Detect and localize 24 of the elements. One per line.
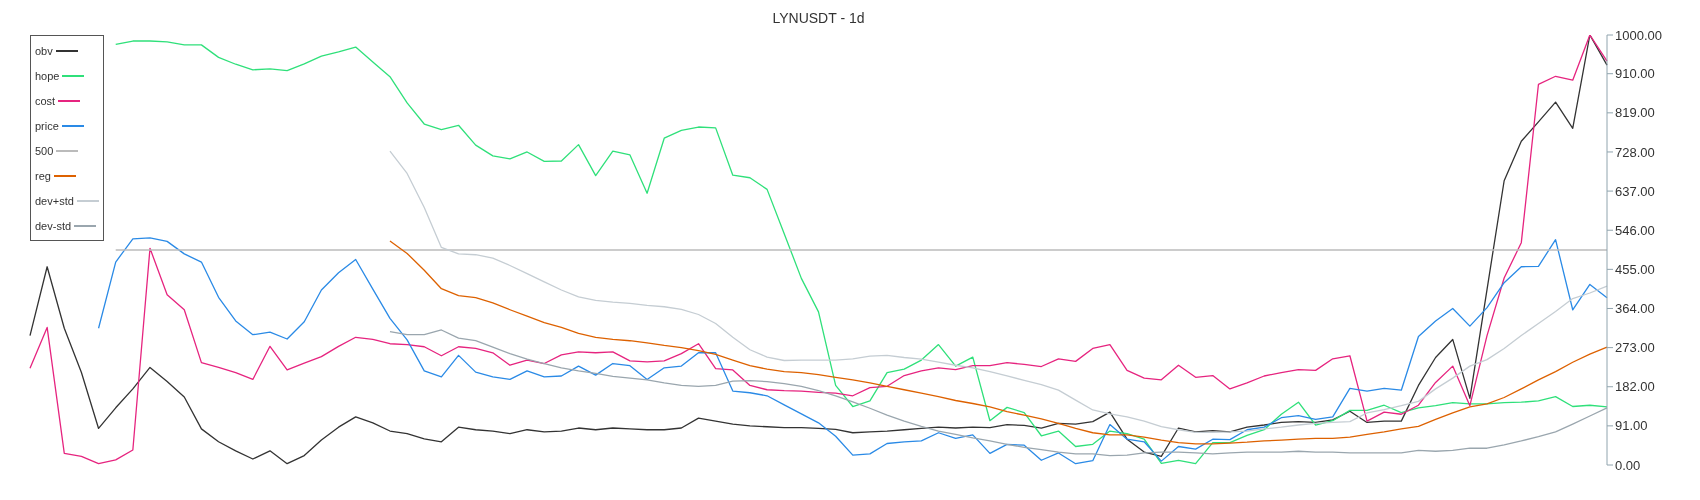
legend-label: dev-std — [35, 219, 72, 232]
legend-label: obv — [35, 44, 53, 57]
y-tick-label: 91.00 — [1615, 418, 1648, 434]
y-tick-label: 637.00 — [1615, 183, 1655, 199]
y-tick-label: 455.00 — [1615, 261, 1655, 277]
legend-label: reg — [35, 169, 51, 182]
legend-label: 500 — [35, 144, 54, 157]
y-tick-label: 910.00 — [1615, 66, 1655, 82]
y-tick-label: 546.00 — [1615, 222, 1655, 238]
y-tick-label: 182.00 — [1615, 379, 1655, 395]
chart-title: LYNUSDT - 1d — [771, 10, 866, 26]
y-tick-label: 1000.00 — [1615, 27, 1662, 43]
legend-label: cost — [35, 94, 56, 107]
legend-label: hope — [35, 69, 60, 82]
line-series — [97, 237, 1608, 465]
y-tick-label: 0.00 — [1615, 457, 1641, 473]
line-series — [389, 150, 1608, 433]
y-tick-label: 364.00 — [1615, 301, 1655, 317]
line-series — [389, 240, 1608, 445]
y-tick-label: 819.00 — [1615, 105, 1655, 121]
y-tick-label: 728.00 — [1615, 144, 1655, 160]
legend-label: dev+std — [35, 194, 74, 207]
legend-label: price — [35, 119, 59, 132]
y-tick-label: 273.00 — [1615, 340, 1655, 356]
